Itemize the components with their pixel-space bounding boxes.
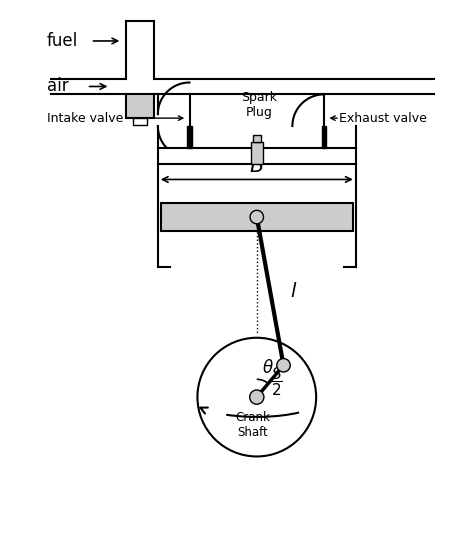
Bar bbox=[161, 203, 353, 231]
Bar bbox=[253, 135, 261, 142]
Bar bbox=[251, 142, 263, 164]
Bar bbox=[133, 118, 147, 125]
Circle shape bbox=[250, 390, 264, 404]
Bar bbox=[322, 126, 327, 148]
Text: Spark
Plug: Spark Plug bbox=[241, 91, 277, 119]
Circle shape bbox=[277, 359, 290, 372]
Bar bbox=[187, 126, 192, 148]
Text: $\dfrac{S}{2}$: $\dfrac{S}{2}$ bbox=[271, 365, 283, 397]
Text: fuel: fuel bbox=[47, 32, 78, 50]
Text: air: air bbox=[47, 77, 69, 96]
Bar bbox=[126, 95, 154, 118]
Text: Crank
Shaft: Crank Shaft bbox=[236, 411, 270, 439]
Text: l: l bbox=[290, 282, 295, 301]
Circle shape bbox=[250, 211, 264, 224]
Text: Intake valve: Intake valve bbox=[47, 112, 123, 125]
Text: θ: θ bbox=[263, 359, 273, 378]
Text: Exhaust valve: Exhaust valve bbox=[339, 112, 427, 125]
Text: B: B bbox=[250, 156, 264, 176]
Bar bbox=[158, 148, 356, 164]
